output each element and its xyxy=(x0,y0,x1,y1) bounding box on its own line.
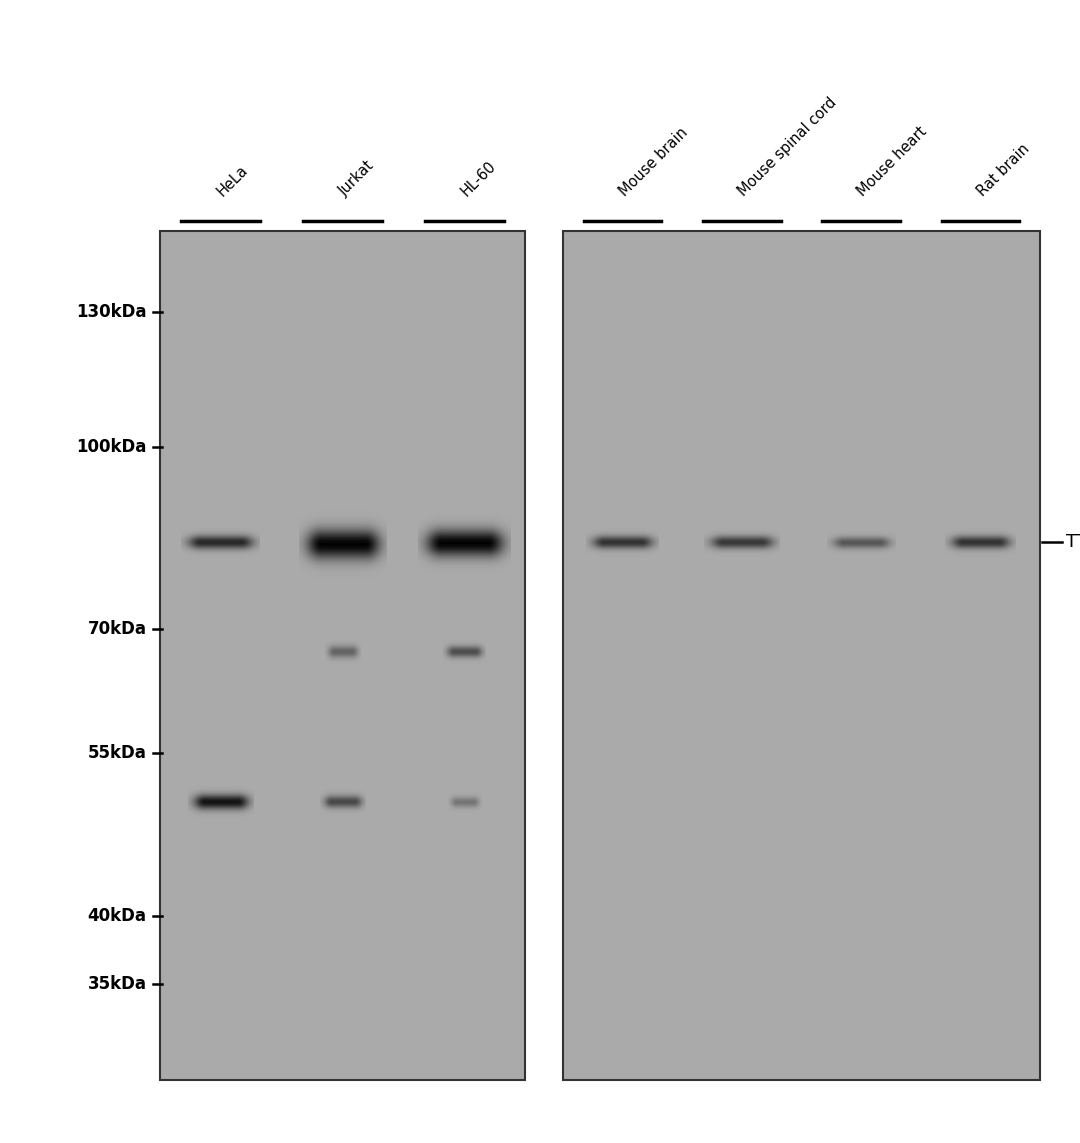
Text: HeLa: HeLa xyxy=(215,162,252,200)
Text: TTLL12: TTLL12 xyxy=(1066,533,1080,551)
Text: 70kDa: 70kDa xyxy=(87,621,147,638)
Text: 35kDa: 35kDa xyxy=(87,975,147,993)
Text: 55kDa: 55kDa xyxy=(87,744,147,761)
Text: 100kDa: 100kDa xyxy=(77,438,147,456)
Text: HL-60: HL-60 xyxy=(458,159,499,200)
Text: Rat brain: Rat brain xyxy=(974,142,1032,200)
Text: 40kDa: 40kDa xyxy=(87,906,147,925)
Text: 130kDa: 130kDa xyxy=(76,303,147,321)
Bar xyxy=(160,231,525,1080)
Text: Mouse brain: Mouse brain xyxy=(617,126,690,200)
Text: Mouse heart: Mouse heart xyxy=(855,125,930,200)
Bar xyxy=(563,231,1040,1080)
Text: Jurkat: Jurkat xyxy=(336,159,377,200)
Text: Mouse spinal cord: Mouse spinal cord xyxy=(735,95,840,200)
